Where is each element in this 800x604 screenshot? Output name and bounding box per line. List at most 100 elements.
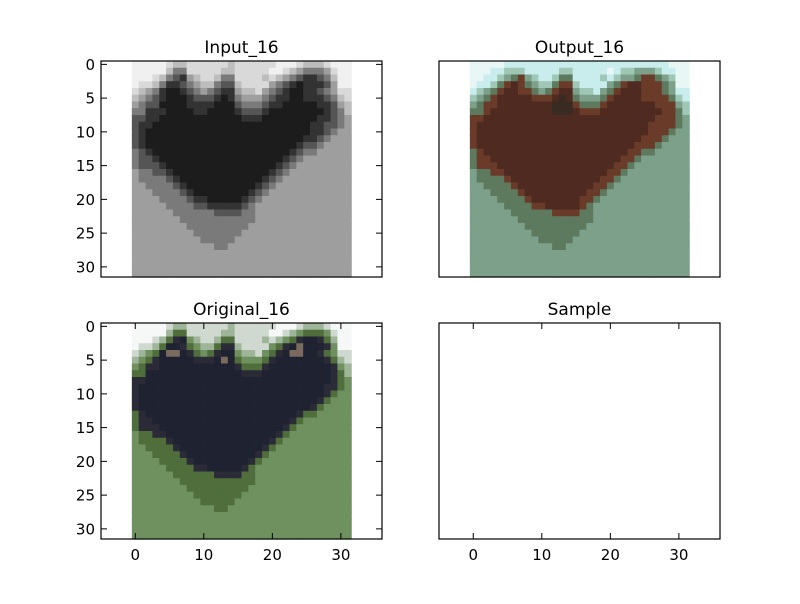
pixel <box>606 67 615 76</box>
pixel <box>675 135 683 143</box>
pixel <box>282 431 291 439</box>
pixel <box>586 229 594 238</box>
pixel <box>682 94 690 103</box>
pixel <box>330 417 339 425</box>
pixel <box>241 451 249 459</box>
pixel <box>538 142 546 150</box>
pixel <box>668 229 677 238</box>
pixel <box>275 356 284 365</box>
pixel <box>241 162 249 170</box>
pixel <box>330 404 339 412</box>
pixel <box>634 162 642 170</box>
pixel <box>641 202 649 211</box>
pixel <box>510 74 519 82</box>
pixel <box>282 67 291 76</box>
pixel <box>661 182 670 190</box>
pixel <box>330 424 339 432</box>
pixel <box>159 397 167 405</box>
pixel <box>289 323 297 331</box>
pixel <box>545 209 553 217</box>
pixel <box>152 350 160 358</box>
pixel <box>179 250 188 258</box>
pixel <box>159 101 167 109</box>
pixel <box>282 256 291 265</box>
pixel <box>282 263 291 271</box>
pixel <box>248 148 256 157</box>
pixel <box>579 216 587 224</box>
pixel <box>330 108 339 116</box>
pixel <box>654 135 663 143</box>
pixel <box>241 182 249 190</box>
pixel <box>138 101 147 109</box>
pixel <box>303 128 311 136</box>
pixel <box>214 169 222 177</box>
pixel <box>469 229 478 238</box>
pixel <box>344 209 352 217</box>
pixel <box>227 108 236 116</box>
pixel <box>145 182 153 190</box>
pixel <box>593 162 601 170</box>
pixel <box>255 236 263 244</box>
pixel <box>131 81 140 89</box>
pixel <box>248 512 256 520</box>
pixel <box>200 142 208 150</box>
pixel <box>241 485 249 493</box>
pixel <box>552 74 560 82</box>
pixel <box>214 162 222 170</box>
pixel <box>159 67 167 76</box>
pixel <box>255 67 263 76</box>
pixel <box>497 209 505 217</box>
pixel <box>565 74 574 82</box>
pixel <box>159 525 167 533</box>
pixel <box>138 451 147 459</box>
pixel <box>303 363 311 371</box>
pixel <box>255 81 263 89</box>
pixel <box>289 343 297 351</box>
pixel <box>152 512 160 520</box>
pixel <box>552 216 560 224</box>
pixel <box>193 175 201 184</box>
pixel <box>483 115 491 123</box>
pixel <box>552 236 560 244</box>
pixel <box>586 142 594 150</box>
pixel <box>682 196 690 204</box>
pixel <box>620 243 629 251</box>
pixel <box>565 209 574 217</box>
pixel <box>138 323 147 331</box>
pixel <box>330 196 339 204</box>
pixel <box>255 471 263 479</box>
pixel <box>620 223 629 231</box>
pixel <box>255 518 263 527</box>
pixel <box>200 505 208 513</box>
pixel <box>668 263 677 271</box>
pixel <box>159 350 167 358</box>
pixel <box>262 115 270 123</box>
pixel <box>159 491 167 500</box>
pixel <box>641 67 649 76</box>
pixel <box>600 175 608 184</box>
pixel <box>220 196 229 204</box>
pixel <box>289 121 297 130</box>
pixel <box>552 61 560 69</box>
pixel <box>200 424 208 432</box>
pixel <box>323 263 332 271</box>
pixel <box>145 363 153 371</box>
pixel <box>262 370 270 378</box>
pixel <box>330 451 339 459</box>
pixel <box>476 88 485 96</box>
pixel <box>172 485 181 493</box>
pixel <box>558 148 567 157</box>
pixel <box>159 451 167 459</box>
pixel <box>172 67 181 76</box>
pixel <box>310 81 318 89</box>
pixel <box>282 532 291 540</box>
pixel <box>337 397 345 405</box>
pixel <box>344 336 352 344</box>
pixel <box>234 196 243 204</box>
pixel <box>166 256 174 265</box>
pixel <box>510 236 519 244</box>
pixel <box>648 108 656 116</box>
pixel <box>620 169 629 177</box>
pixel <box>131 329 140 338</box>
pixel <box>172 491 181 500</box>
